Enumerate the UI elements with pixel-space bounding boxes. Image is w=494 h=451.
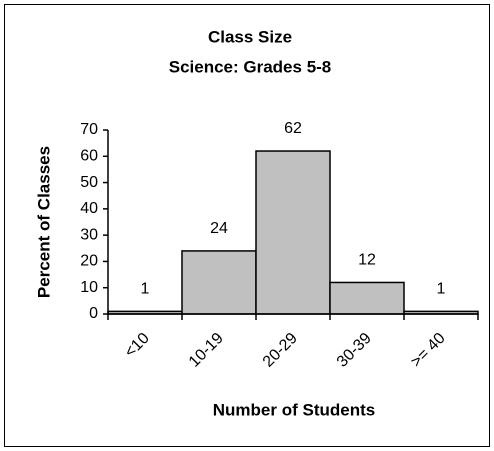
- data-label: 1: [437, 281, 446, 298]
- chart-title: Class Size: [208, 27, 292, 46]
- data-label: 1: [141, 281, 150, 298]
- x-axis-title: Number of Students: [213, 400, 375, 419]
- y-tick-label: 40: [80, 200, 98, 217]
- y-tick-label: 30: [80, 226, 98, 243]
- data-label: 62: [284, 120, 302, 137]
- y-tick-label: 50: [80, 174, 98, 191]
- chart-subtitle: Science: Grades 5-8: [169, 57, 332, 76]
- data-label: 24: [210, 220, 228, 237]
- y-tick-label: 70: [80, 121, 98, 138]
- data-label: 12: [358, 252, 376, 269]
- y-tick-label: 0: [89, 305, 98, 322]
- bar: [255, 150, 331, 315]
- y-tick-label: 20: [80, 253, 98, 270]
- chart-border: [4, 4, 490, 447]
- bar: [181, 250, 257, 315]
- y-axis-title: Percent of Classes: [34, 146, 53, 298]
- y-tick-label: 60: [80, 148, 98, 165]
- bar: [329, 281, 405, 315]
- y-tick-label: 10: [80, 279, 98, 296]
